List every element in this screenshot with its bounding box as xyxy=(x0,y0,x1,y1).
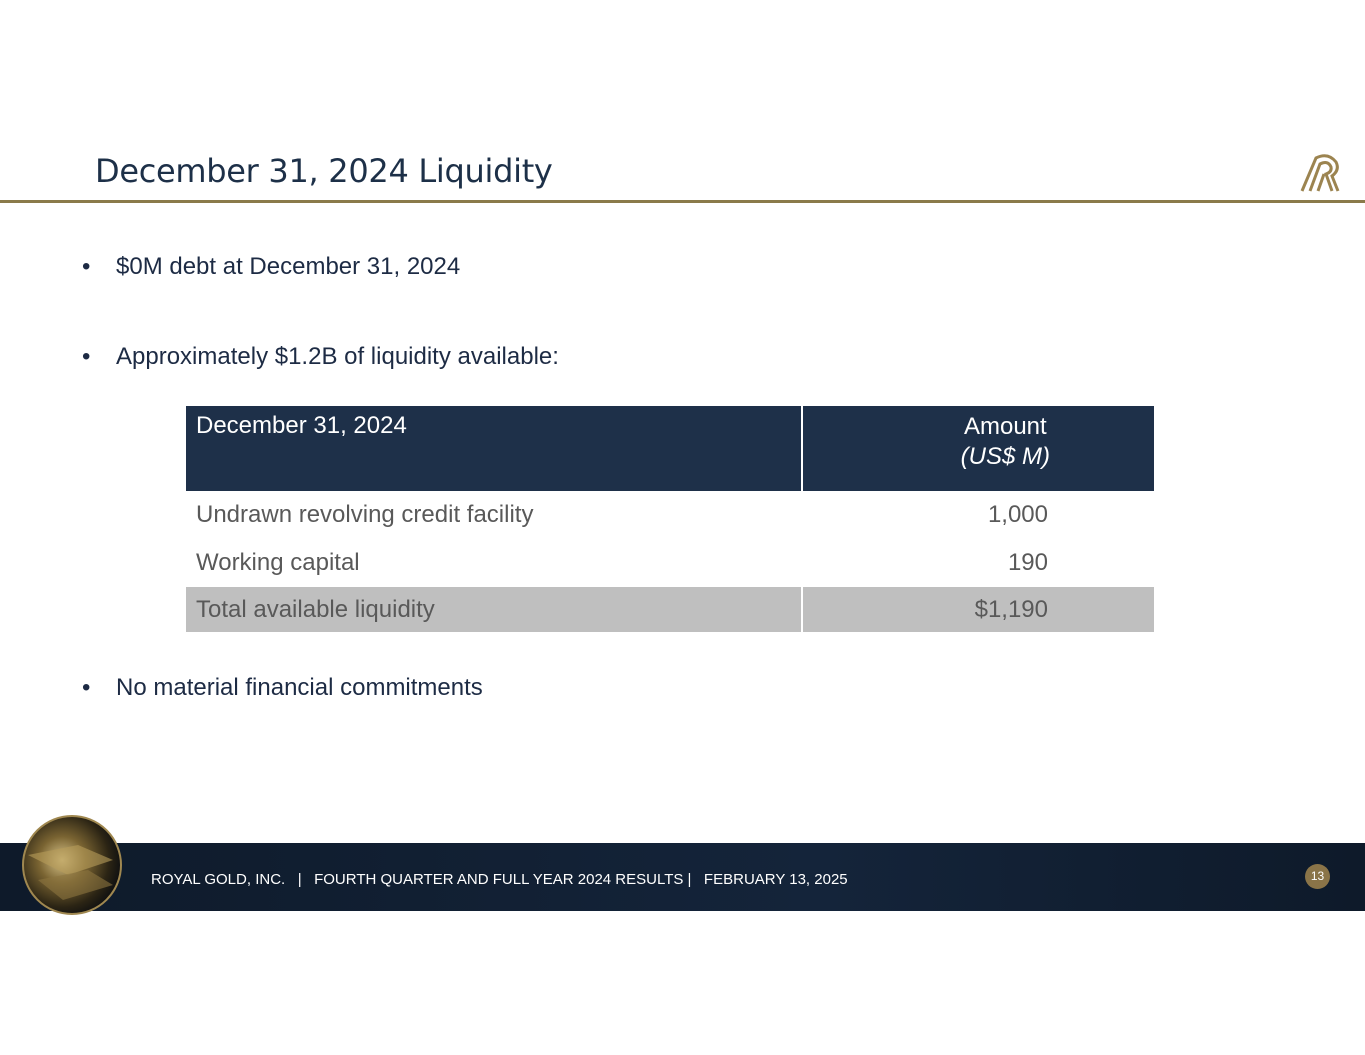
header-cell: Amount (US$ M) xyxy=(800,406,1154,491)
cell: Total available liquidity xyxy=(186,587,802,632)
bullet: • Approximately $1.2B of liquidity availa… xyxy=(82,343,559,370)
slide-title: December 31, 2024 Liquidity xyxy=(95,152,553,190)
bullet: • $0M debt at December 31, 2024 xyxy=(82,253,461,280)
cell: Undrawn revolving credit facility xyxy=(196,501,534,528)
total-row: Total available liquidity $1,190 xyxy=(186,587,1154,632)
footer-band xyxy=(0,843,1365,911)
page-number: 13 xyxy=(1305,864,1330,889)
bullet-text: $0M debt at December 31, 2024 xyxy=(116,253,461,280)
cell: $1,190 xyxy=(800,587,1154,632)
header-unit: (US$ M) xyxy=(960,443,1050,470)
table-row: Working capital 190 xyxy=(186,539,1154,587)
bullet-text: Approximately $1.2B of liquidity availab… xyxy=(116,343,559,370)
title-rule xyxy=(0,200,1365,203)
logo xyxy=(1300,154,1340,192)
cell: Working capital xyxy=(196,549,360,576)
bullet-text: No material financial commitments xyxy=(116,674,483,701)
table-row: Undrawn revolving credit facility 1,000 xyxy=(186,491,1154,539)
liquidity-table: December 31, 2024 Amount (US$ M) Undrawn … xyxy=(186,406,1154,632)
header-cell: December 31, 2024 xyxy=(186,406,802,491)
cell: 190 xyxy=(1007,549,1048,576)
table-header: December 31, 2024 Amount (US$ M) xyxy=(186,406,1154,491)
cell: 1,000 xyxy=(987,501,1048,528)
bullet: • No material financial commitments xyxy=(82,674,483,701)
footer-image xyxy=(22,815,122,915)
header-text: Amount xyxy=(963,413,1047,440)
footer-text: ROYAL GOLD, INC. | FOURTH QUARTER AND FU… xyxy=(151,871,848,888)
